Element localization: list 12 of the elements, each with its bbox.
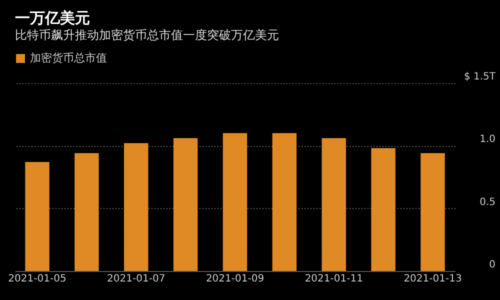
- x-tick-label: 2021-01-07: [107, 274, 166, 284]
- chart-subtitle: 比特币飙升推动加密货币总市值一度突破万亿美元: [15, 28, 279, 42]
- y-tick-label: 1.0: [480, 134, 496, 146]
- x-tick-label: 2021-01-05: [8, 274, 66, 284]
- y-tick-label: $ 1.5T: [464, 72, 496, 82]
- x-tick-label: 2021-01-11: [304, 274, 363, 284]
- legend-label: 加密货币总市值: [30, 52, 107, 64]
- x-tick-label: 2021-01-13: [404, 274, 462, 284]
- x-tick-label: 2021-01-09: [206, 274, 264, 284]
- y-tick-label: 0.5: [480, 196, 496, 208]
- chart-title: 一万亿美元: [15, 9, 90, 27]
- y-tick-label: 0: [489, 260, 496, 270]
